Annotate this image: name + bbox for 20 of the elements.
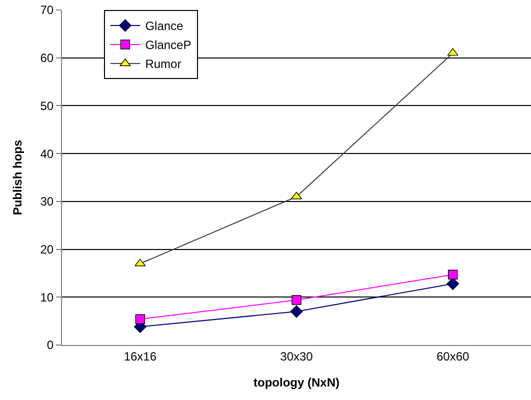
y-tick-label: 0 <box>46 338 54 352</box>
x-tick-label: 60x60 <box>436 349 470 364</box>
x-axis-title: topology (NxN) <box>254 375 340 390</box>
legend-label: Glance <box>145 19 184 34</box>
y-tick-label: 40 <box>40 146 54 161</box>
point <box>135 314 146 324</box>
legend-label: GlanceP <box>145 38 192 52</box>
y-axis-title: Publish hops <box>10 140 25 216</box>
point <box>290 305 303 318</box>
x-tick-label: 16x16 <box>124 349 157 364</box>
y-tick-label: 70 <box>40 3 54 18</box>
y-tick-label: 60 <box>40 51 54 66</box>
y-tick-label: 30 <box>40 194 54 209</box>
point <box>448 270 458 280</box>
legend-label: Rumor <box>145 57 182 72</box>
x-tick-label: 30x30 <box>280 349 314 364</box>
y-tick-label: 50 <box>40 98 54 113</box>
point <box>292 295 302 305</box>
y-tick-label: 10 <box>40 290 54 304</box>
y-tick-label: 20 <box>40 242 54 256</box>
